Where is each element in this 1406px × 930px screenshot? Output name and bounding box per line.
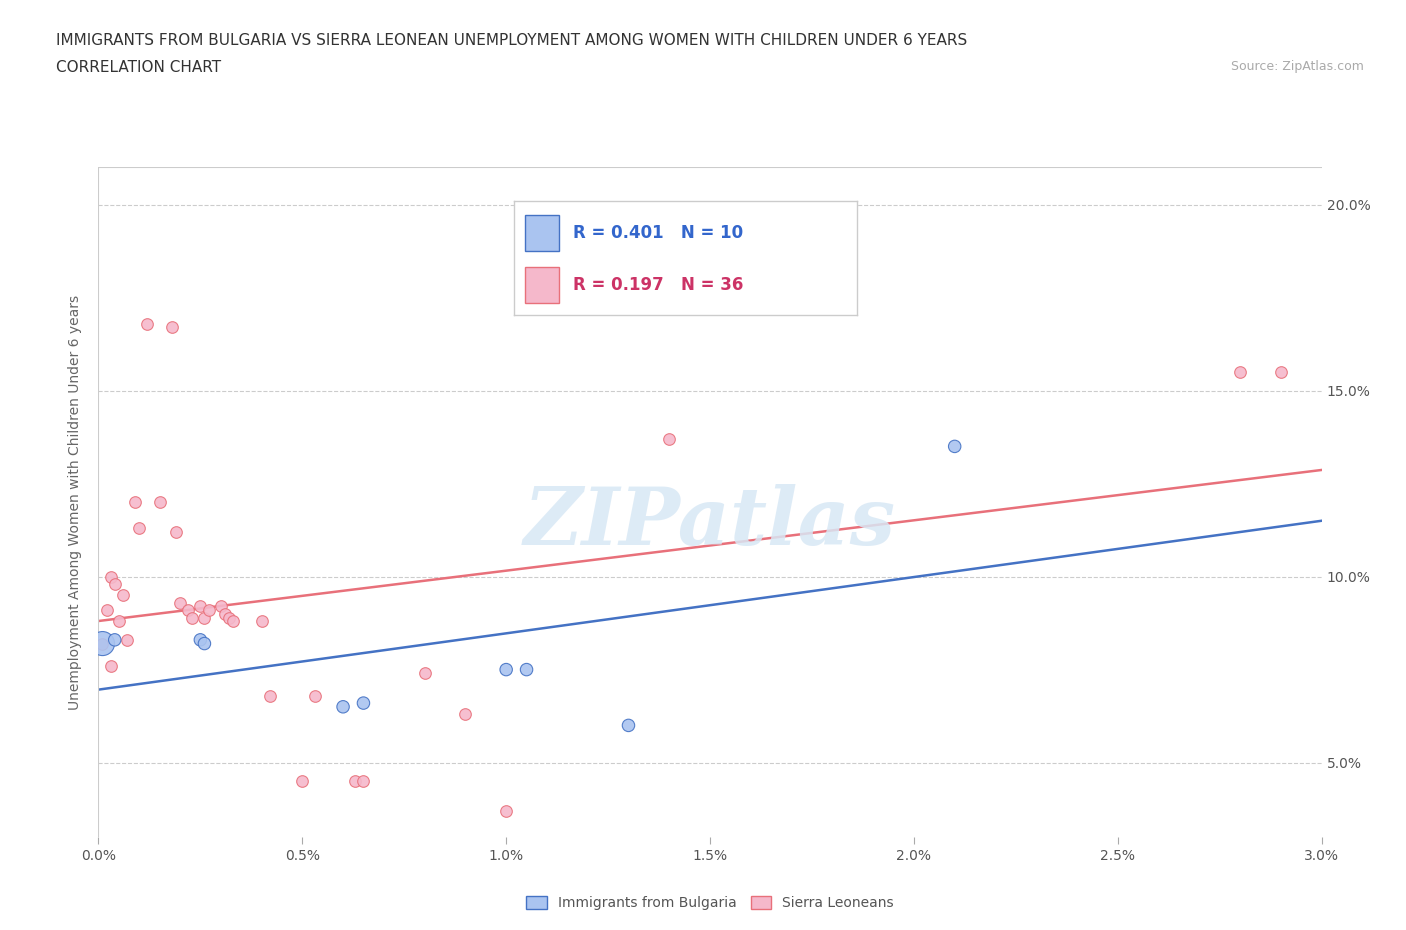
Point (209, 599, 232, 614)
Point (352, 696, 374, 711)
Point (454, 707, 477, 722)
Point (259, 688, 281, 703)
Point (108, 614, 131, 629)
Text: IMMIGRANTS FROM BULGARIA VS SIERRA LEONEAN UNEMPLOYMENT AMONG WOMEN WITH CHILDRE: IMMIGRANTS FROM BULGARIA VS SIERRA LEONE… (56, 33, 967, 47)
Legend: Immigrants from Bulgaria, Sierra Leoneans: Immigrants from Bulgaria, Sierra Leonean… (519, 889, 901, 917)
Point (943, 439, 966, 454)
Text: CORRELATION CHART: CORRELATION CHART (56, 60, 221, 75)
Point (250, 614, 273, 629)
Point (344, 774, 367, 789)
Point (188, 599, 212, 614)
Point (291, 774, 314, 789)
Point (193, 636, 215, 651)
Text: ZIPatlas: ZIPatlas (524, 484, 896, 561)
Point (136, 316, 159, 331)
Point (124, 495, 146, 510)
Point (1270, 365, 1292, 379)
Point (165, 525, 187, 539)
Point (96, 603, 118, 618)
Y-axis label: Unemployment Among Women with Children Under 6 years: Unemployment Among Women with Children U… (69, 295, 83, 710)
Point (495, 662, 517, 677)
Point (218, 610, 240, 625)
Point (104, 632, 127, 647)
Point (160, 320, 183, 335)
Point (193, 610, 215, 625)
Point (413, 666, 436, 681)
Point (91, 636, 114, 651)
Point (1229, 365, 1251, 379)
Point (495, 804, 517, 818)
Point (222, 614, 245, 629)
Point (169, 595, 191, 610)
Point (658, 432, 681, 446)
Point (104, 577, 127, 591)
Point (352, 774, 374, 789)
Point (304, 688, 326, 703)
Point (128, 521, 150, 536)
Point (332, 699, 354, 714)
Point (516, 662, 538, 677)
Point (149, 495, 172, 510)
Point (188, 632, 212, 647)
Point (181, 610, 204, 625)
Point (197, 603, 219, 618)
Point (111, 588, 134, 603)
Point (100, 569, 122, 584)
Point (177, 603, 200, 618)
Point (100, 658, 122, 673)
Text: Source: ZipAtlas.com: Source: ZipAtlas.com (1230, 60, 1364, 73)
Point (617, 718, 640, 733)
Point (115, 632, 138, 647)
Point (214, 606, 236, 621)
Point (91, 636, 114, 651)
